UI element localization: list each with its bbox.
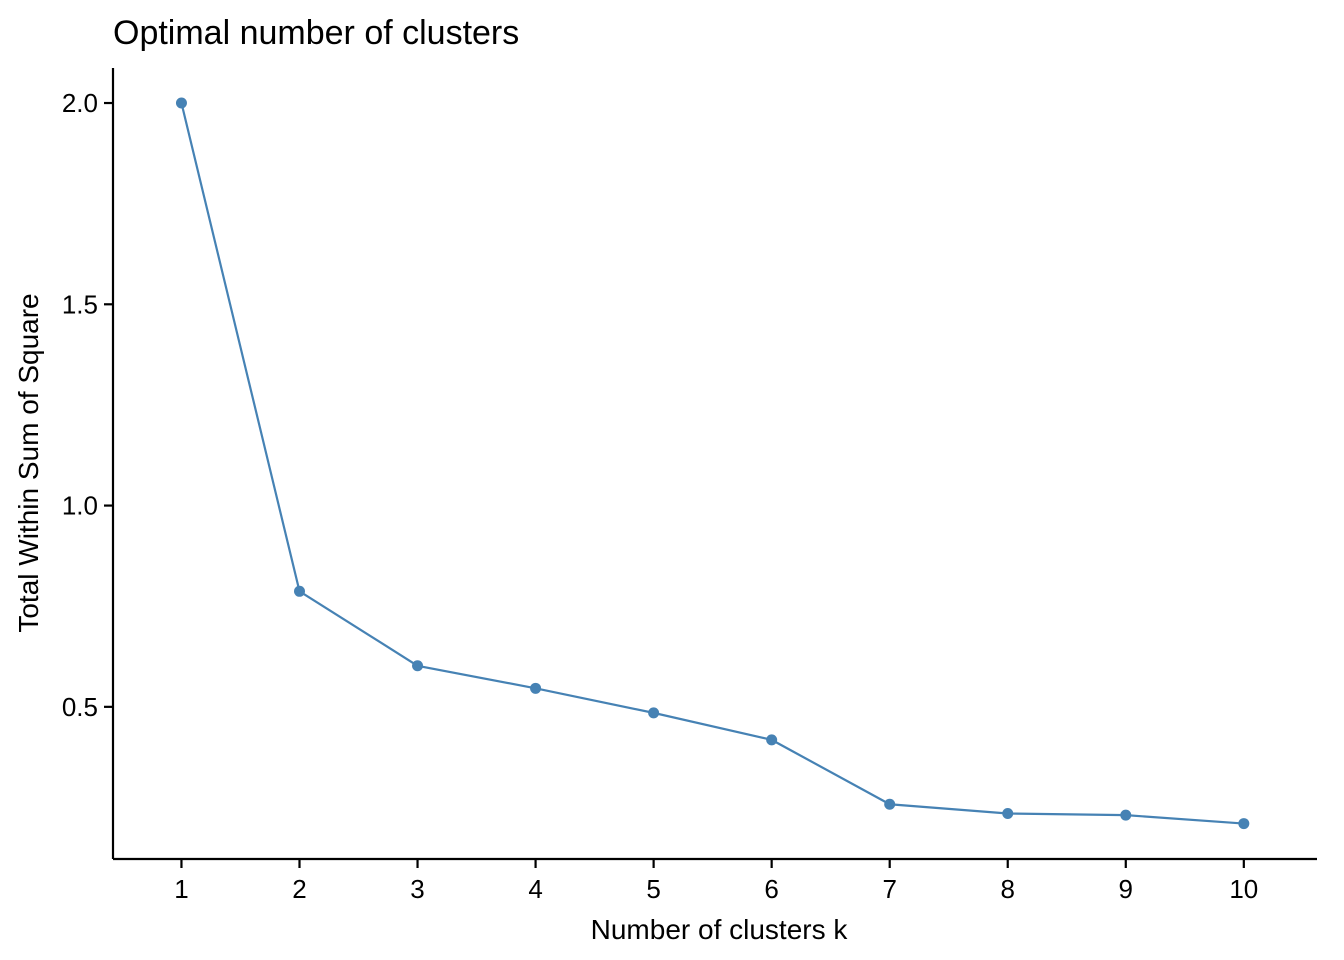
y-tick-label: 1.0 [62,491,98,521]
data-point [1120,809,1132,821]
x-ticks: 1 2 3 4 5 6 7 8 9 10 [174,859,1258,904]
data-point [1002,808,1014,820]
y-tick-label: 2.0 [62,88,98,118]
x-tick-label: 1 [174,874,188,904]
y-axis-title: Total Within Sum of Square [13,293,44,632]
data-point [766,734,778,746]
x-tick-label: 5 [646,874,660,904]
x-tick-label: 2 [292,874,306,904]
chart-title: Optimal number of clusters [113,14,519,52]
x-tick-label: 8 [1001,874,1015,904]
data-point [884,798,896,810]
x-axis-title: Number of clusters k [591,914,849,945]
data-point [294,585,306,597]
y-ticks: 0.5 1.0 1.5 2.0 [62,88,113,722]
x-tick-label: 6 [764,874,778,904]
x-tick-label: 3 [410,874,424,904]
data-points [175,97,1250,830]
y-tick-label: 0.5 [62,692,98,722]
axes [111,68,1317,861]
x-tick-label: 9 [1119,874,1133,904]
x-tick-label: 10 [1229,874,1258,904]
data-point [175,97,187,109]
series-line [180,102,1244,825]
data-point [412,660,424,672]
data-point [1238,818,1250,830]
data-point [648,707,660,719]
x-tick-label: 4 [528,874,542,904]
x-tick-label: 7 [882,874,896,904]
data-point [530,682,542,694]
y-tick-label: 1.5 [62,289,98,319]
